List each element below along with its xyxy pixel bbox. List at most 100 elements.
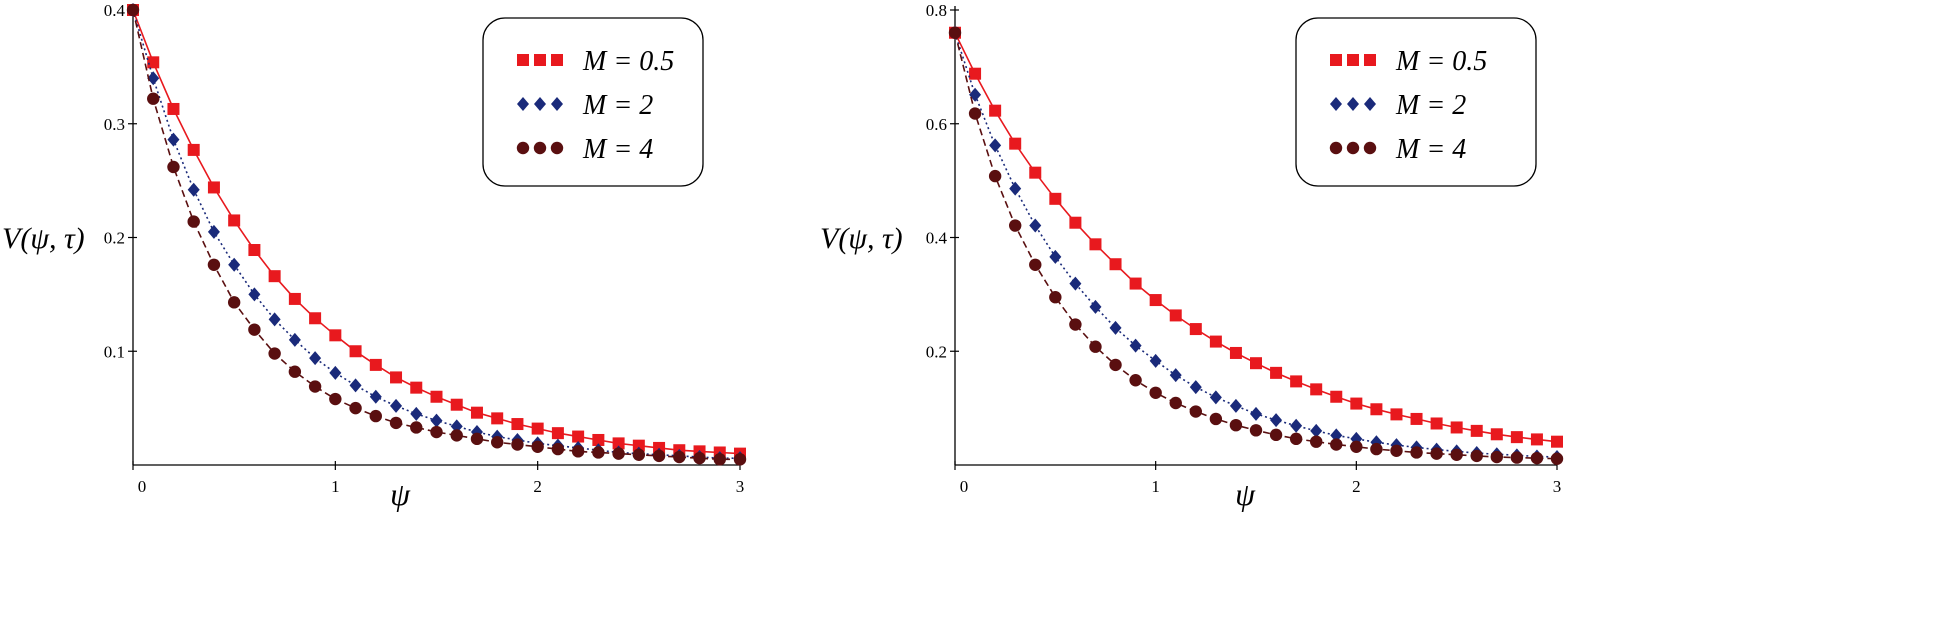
data-point (1330, 390, 1343, 403)
data-point (1189, 380, 1202, 395)
data-point (248, 244, 261, 257)
data-point (309, 312, 322, 325)
legend-marker (534, 54, 546, 66)
y-axis-label: V(ψ, τ) (820, 222, 903, 255)
series-square (949, 26, 1563, 448)
y-tick-label: 0.8 (926, 1, 947, 20)
y-tick-label: 0.1 (104, 342, 125, 361)
data-point (1290, 418, 1303, 433)
data-point (1109, 320, 1122, 335)
x-tick-label: 3 (736, 477, 745, 496)
data-point (1490, 428, 1503, 441)
data-point (612, 447, 625, 460)
data-point (329, 392, 342, 406)
legend-marker (1347, 54, 1359, 66)
data-point (551, 442, 565, 456)
legend-marker (516, 141, 530, 155)
data-point (1430, 447, 1443, 460)
data-point (1169, 309, 1182, 322)
x-axis-label: ψ (390, 476, 411, 512)
y-tick-label: 0.6 (926, 115, 947, 134)
data-point (309, 351, 322, 366)
data-point (207, 181, 220, 194)
data-point (1129, 374, 1142, 387)
legend-marker (1329, 141, 1343, 155)
data-point (187, 143, 200, 156)
data-point (1269, 428, 1283, 442)
data-point (147, 71, 160, 86)
data-point (167, 160, 180, 174)
x-tick-label: 3 (1553, 477, 1562, 496)
data-point (228, 214, 241, 227)
x-tick-label: 0 (960, 477, 969, 496)
data-point (1289, 432, 1303, 446)
data-point (673, 450, 686, 464)
data-point (988, 169, 1002, 183)
data-point (1029, 218, 1042, 233)
data-point (1129, 277, 1142, 290)
data-point (329, 329, 342, 342)
data-point (693, 451, 706, 465)
data-point (1270, 413, 1283, 428)
data-point (1089, 299, 1102, 314)
data-point (1350, 440, 1363, 453)
chart-right: 0.20.40.60.80 1 2 3V(ψ, τ)ψM = 0.5M = 2M = … (820, 1, 1564, 512)
data-point (430, 425, 443, 439)
data-point (1089, 238, 1102, 251)
data-point (288, 365, 302, 378)
data-point (450, 398, 463, 411)
data-point (1129, 338, 1142, 353)
data-point (187, 182, 200, 197)
data-point (268, 347, 281, 360)
data-point (227, 296, 241, 309)
data-point (1510, 451, 1524, 464)
data-point (1009, 219, 1022, 232)
x-tick-label: 0 (138, 477, 147, 496)
data-point (1350, 397, 1363, 410)
data-point (1370, 442, 1383, 456)
data-point (531, 440, 544, 453)
data-point (592, 446, 605, 459)
data-point (551, 427, 564, 440)
data-point (1470, 449, 1483, 463)
legend-marker (551, 97, 563, 111)
data-point (1551, 435, 1563, 448)
data-point (450, 429, 463, 442)
data-point (126, 3, 140, 17)
data-point (1069, 318, 1082, 331)
data-point (1390, 408, 1403, 421)
data-point (1510, 431, 1523, 444)
data-point (288, 292, 301, 305)
series-circle (948, 26, 1564, 465)
data-point (228, 257, 241, 272)
data-point (1169, 396, 1182, 410)
data-point (1450, 448, 1463, 461)
data-point (1250, 357, 1262, 370)
x-tick-label: 2 (533, 477, 542, 496)
legend: M = 0.5 M = 2 M = 4 (1295, 17, 1537, 187)
data-point (329, 365, 342, 380)
data-point (511, 418, 524, 431)
data-point (1250, 406, 1262, 421)
data-point (1370, 403, 1383, 416)
data-point (1330, 438, 1343, 451)
data-point (1330, 428, 1343, 443)
data-point (207, 224, 220, 239)
data-point (430, 390, 443, 403)
series-circle (126, 3, 747, 466)
data-point (1530, 451, 1544, 465)
data-point (1410, 446, 1423, 459)
data-point (369, 409, 382, 423)
data-point (1310, 383, 1323, 396)
data-point (1029, 258, 1042, 271)
legend: M = 0.5 M = 2 M = 4 (482, 17, 704, 187)
data-point (1249, 424, 1263, 437)
data-point (713, 453, 726, 466)
data-point (1229, 346, 1242, 359)
data-point (511, 438, 524, 451)
data-point (410, 406, 423, 421)
data-point (187, 215, 200, 228)
data-point (430, 413, 443, 428)
data-point (410, 421, 423, 434)
chart-left: 0.10.20.30.40 1 2 3V(ψ, τ)ψM = 0.5M = 2M = … (2, 1, 747, 512)
